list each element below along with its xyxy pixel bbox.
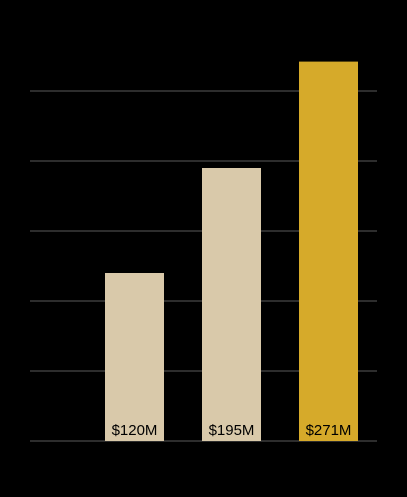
- bar: [299, 61, 358, 441]
- value-label: $120M: [112, 422, 158, 439]
- value-label: $195M: [209, 422, 255, 439]
- bar: [202, 168, 261, 441]
- bar: [105, 273, 164, 441]
- value-label: $271M: [306, 422, 352, 439]
